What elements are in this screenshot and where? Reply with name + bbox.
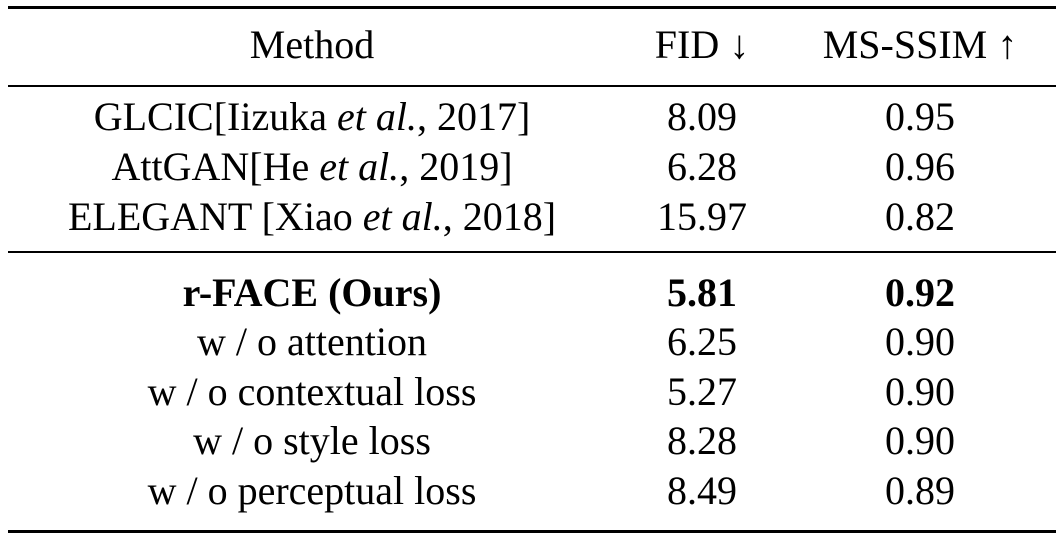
table-row-ours: r-FACE (Ours) 5.81 0.92: [0, 268, 1064, 318]
ms-ssim-cell: 0.90: [885, 319, 955, 364]
fid-cell: 5.27: [667, 369, 737, 414]
fid-cell: 8.49: [667, 468, 737, 513]
method-name: GLCIC[Iizuka: [93, 94, 337, 139]
header-ms-ssim: MS-SSIM ↑: [822, 22, 1018, 67]
top-rule: [8, 6, 1056, 9]
method-cell: w / o attention: [197, 319, 427, 364]
fid-cell: 15.97: [657, 194, 747, 239]
ms-ssim-cell: 0.95: [885, 94, 955, 139]
fid-cell: 8.28: [667, 418, 737, 463]
ms-ssim-cell: 0.90: [885, 369, 955, 414]
ms-ssim-cell: 0.96: [885, 144, 955, 189]
method-year: , 2019]: [399, 144, 513, 189]
table-row: w / o contextual loss 5.27 0.90: [0, 367, 1064, 417]
method-year: , 2018]: [442, 194, 557, 239]
header-method: Method: [249, 22, 375, 67]
header-rule: [8, 85, 1056, 87]
fid-cell: 6.28: [667, 144, 737, 189]
table-row: w / o attention 6.25 0.90: [0, 317, 1064, 367]
method-cell: r-FACE (Ours): [182, 270, 442, 315]
table-row: AttGAN[He et al., 2019] 6.28 0.96: [0, 142, 1064, 192]
method-year: , 2017]: [416, 94, 531, 139]
section-rule: [8, 251, 1056, 253]
method-name: AttGAN[He: [111, 144, 320, 189]
method-name: ELEGANT [Xiao: [67, 194, 363, 239]
method-etal: et al.: [362, 194, 443, 239]
table-row: w / o perceptual loss 8.49 0.89: [0, 466, 1064, 516]
method-cell: GLCIC[Iizuka et al., 2017]: [20, 92, 604, 142]
fid-cell: 6.25: [667, 319, 737, 364]
header-row: Method FID ↓ MS-SSIM ↑: [0, 20, 1064, 70]
table-row: GLCIC[Iizuka et al., 2017] 8.09 0.95: [0, 92, 1064, 142]
table-row: ELEGANT [Xiao et al., 2018] 15.97 0.82: [0, 192, 1064, 242]
ms-ssim-cell: 0.89: [885, 468, 955, 513]
table-row: w / o style loss 8.28 0.90: [0, 416, 1064, 466]
fid-cell: 5.81: [667, 270, 737, 315]
ms-ssim-cell: 0.90: [885, 418, 955, 463]
method-cell: w / o style loss: [193, 418, 431, 463]
method-cell: w / o perceptual loss: [147, 468, 477, 513]
method-etal: et al.: [336, 94, 417, 139]
ms-ssim-cell: 0.82: [885, 194, 955, 239]
header-fid: FID ↓: [654, 22, 750, 67]
method-cell: AttGAN[He et al., 2019]: [20, 142, 604, 192]
ms-ssim-cell: 0.92: [885, 270, 955, 315]
method-cell: w / o contextual loss: [147, 369, 477, 414]
method-cell: ELEGANT [Xiao et al., 2018]: [20, 192, 604, 242]
fid-cell: 8.09: [667, 94, 737, 139]
method-etal: et al.: [319, 144, 400, 189]
bottom-rule: [8, 530, 1056, 533]
